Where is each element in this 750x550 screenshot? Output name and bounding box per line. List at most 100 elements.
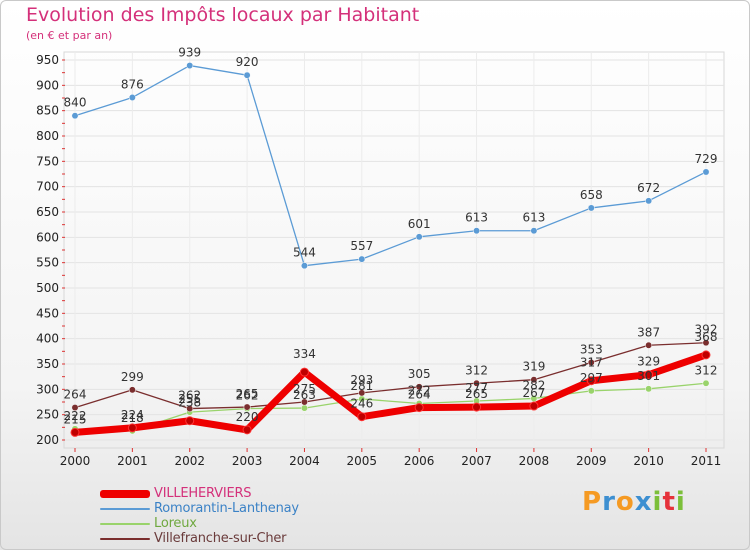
logo-letter: P [582, 487, 603, 517]
x-tick-label: 2011 [691, 454, 722, 468]
data-point-2 [645, 385, 653, 393]
data-point-0 [644, 370, 654, 380]
x-tick-label: 2004 [289, 454, 320, 468]
logo-letter: o [615, 487, 635, 517]
x-tick-label: 2002 [174, 454, 205, 468]
data-point-0 [299, 367, 309, 377]
series-line-2 [74, 382, 707, 432]
data-label-0: 246 [350, 397, 373, 411]
x-tick-label: 2001 [117, 454, 148, 468]
legend-item: VILLEHERVIERS [100, 486, 299, 501]
logo-letter: t [662, 487, 676, 517]
data-label-3: 299 [121, 370, 144, 384]
x-tick-label: 2000 [60, 454, 91, 468]
legend-swatch [100, 537, 150, 540]
data-label-2: 218 [121, 411, 144, 425]
data-point-1 [301, 262, 308, 270]
data-label-1: 876 [121, 77, 144, 91]
data-point-1 [473, 227, 480, 235]
data-label-1: 729 [695, 152, 718, 166]
legend-item: Loreux [100, 516, 299, 531]
chart-legend: VILLEHERVIERS Romorantin-Lanthenay Loreux V… [100, 486, 299, 546]
data-label-3: 392 [695, 323, 718, 337]
data-point-0 [185, 416, 195, 426]
proxiti-logo: Proxiti [582, 487, 686, 517]
y-tick-label: 600 [36, 230, 59, 244]
data-point-1 [128, 94, 136, 101]
legend-swatch [100, 507, 150, 510]
logo-letter: i [652, 487, 663, 517]
data-point-2 [587, 387, 595, 395]
data-label-2: 262 [236, 389, 259, 403]
data-label-1: 613 [522, 211, 545, 225]
data-point-2 [301, 404, 308, 412]
data-point-3 [702, 339, 710, 347]
x-tick-label: 2009 [576, 454, 607, 468]
legend-swatch [100, 489, 150, 498]
y-tick-label: 350 [36, 357, 59, 371]
data-label-3: 353 [580, 342, 603, 356]
data-label-3: 275 [293, 382, 316, 396]
y-tick-label: 650 [36, 205, 59, 219]
y-tick-label: 400 [36, 332, 59, 346]
chart-title: Evolution des Impôts locaux par Habitant [26, 4, 420, 26]
data-label-1: 672 [637, 181, 660, 195]
data-label-2: 301 [637, 369, 660, 383]
x-tick-label: 2008 [519, 454, 550, 468]
data-label-0: 215 [64, 412, 87, 426]
data-point-2 [702, 379, 710, 387]
data-point-0 [529, 401, 539, 411]
data-label-0: 265 [465, 387, 488, 401]
data-label-0: 317 [580, 356, 603, 370]
data-point-3 [645, 341, 653, 349]
data-point-3 [243, 403, 251, 411]
x-tick-label: 2006 [404, 454, 435, 468]
data-label-1: 557 [350, 239, 373, 253]
plot-area [63, 51, 725, 449]
y-tick-label: 800 [36, 129, 59, 143]
data-point-3 [530, 376, 538, 384]
data-label-0: 224 [121, 408, 144, 422]
data-label-2: 312 [695, 363, 718, 377]
data-point-3 [415, 383, 423, 391]
data-point-3 [301, 398, 308, 406]
series-line-3 [74, 342, 707, 410]
data-label-0: 334 [293, 347, 316, 361]
data-label-0: 238 [178, 396, 201, 410]
data-point-0 [414, 403, 424, 413]
data-point-1 [587, 204, 595, 212]
y-tick-label: 850 [36, 104, 59, 118]
data-label-1: 544 [293, 246, 316, 260]
data-label-3: 265 [236, 387, 259, 401]
data-label-1: 613 [465, 211, 488, 225]
data-point-3 [473, 379, 480, 387]
data-point-1 [530, 227, 538, 235]
data-label-2: 282 [522, 378, 545, 392]
data-point-1 [702, 168, 710, 176]
data-point-1 [645, 197, 653, 205]
data-label-2: 222 [64, 409, 87, 423]
y-tick-label: 750 [36, 154, 59, 168]
data-label-3: 387 [637, 325, 660, 339]
chart-subtitle: (en € et par an) [26, 29, 113, 42]
legend-label: Villefranche-sur-Cher [154, 531, 287, 546]
legend-label: Loreux [154, 516, 197, 531]
data-point-3 [71, 404, 79, 412]
data-label-1: 601 [408, 217, 431, 231]
data-point-0 [70, 427, 80, 437]
data-label-0: 329 [637, 355, 660, 369]
legend-item: Romorantin-Lanthenay [100, 501, 299, 516]
data-point-3 [587, 359, 595, 366]
x-tick-label: 2003 [232, 454, 263, 468]
data-label-2: 277 [465, 381, 488, 395]
data-label-0: 267 [522, 386, 545, 400]
data-label-1: 840 [64, 96, 87, 110]
data-point-1 [243, 71, 251, 79]
y-tick-label: 550 [36, 256, 59, 270]
data-point-0 [472, 402, 482, 412]
data-label-1: 939 [178, 46, 201, 60]
legend-label: Romorantin-Lanthenay [154, 501, 299, 516]
data-label-1: 920 [236, 55, 259, 69]
data-label-3: 312 [465, 363, 488, 377]
data-label-0: 264 [408, 388, 431, 402]
